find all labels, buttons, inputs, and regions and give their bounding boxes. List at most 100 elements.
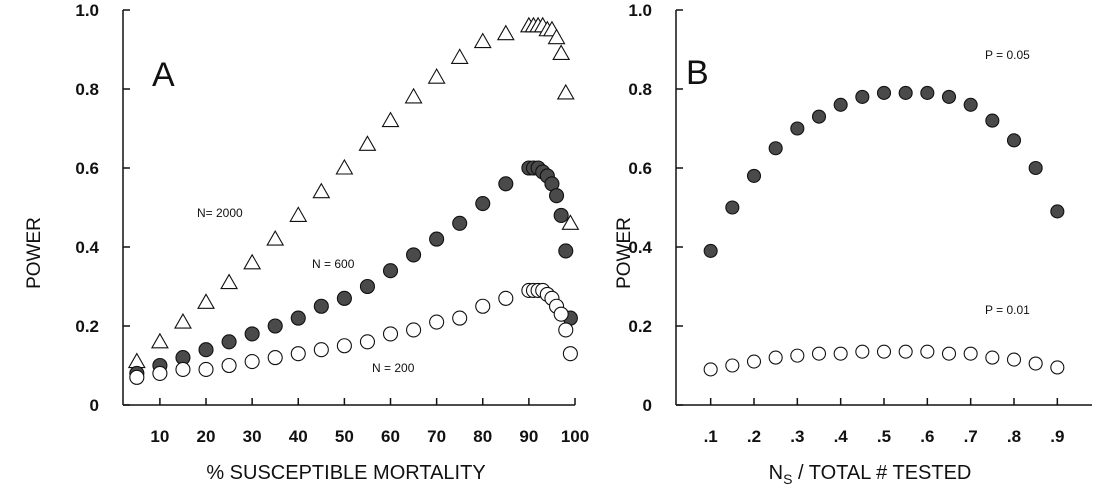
- panel-a-x-tick-label: 40: [289, 427, 308, 446]
- panel-a-y-tick-label: 0.4: [75, 238, 99, 257]
- panel-a-series-1: [127, 16, 580, 369]
- data-point-open-circle: [920, 344, 935, 359]
- data-point-filled-circle: [429, 231, 445, 247]
- data-point-filled-circle: [790, 121, 805, 136]
- data-point-open-circle: [198, 361, 214, 378]
- panel-b-y-axis-label: POWER: [614, 217, 635, 289]
- data-point-open-circle: [175, 361, 191, 378]
- data-point-filled-circle: [898, 85, 913, 100]
- data-point-open-circle: [562, 346, 578, 362]
- data-point-triangle: [561, 214, 580, 230]
- data-point-filled-circle: [359, 278, 375, 295]
- data-point-triangle: [381, 111, 400, 128]
- panel-b-y-tick-label: 0: [643, 396, 652, 415]
- data-point-filled-circle: [553, 207, 569, 223]
- panel-b-series-2: [703, 344, 1065, 377]
- data-point-filled-circle: [1028, 160, 1043, 176]
- data-point-triangle: [427, 68, 446, 84]
- data-point-filled-circle: [941, 89, 957, 104]
- data-point-open-circle: [703, 362, 718, 377]
- data-point-open-circle: [898, 344, 913, 359]
- data-point-filled-circle: [1050, 204, 1065, 219]
- data-point-open-circle: [1006, 352, 1022, 367]
- panel-b-y-tick-label: 0.6: [628, 159, 652, 178]
- panel-b-y-tick-label: 1.0: [628, 1, 652, 20]
- data-point-open-circle: [313, 342, 329, 358]
- data-point-filled-circle: [290, 310, 306, 326]
- data-point-open-circle: [290, 346, 306, 362]
- data-point-open-circle: [1028, 356, 1043, 371]
- panel-a-x-tick-label: 80: [473, 427, 492, 446]
- data-point-filled-circle: [876, 85, 892, 100]
- panel-b-series-1: [703, 85, 1065, 258]
- data-point-triangle: [335, 158, 354, 175]
- panel-a-x-tick-label: 90: [519, 427, 538, 446]
- panel-b-x-tick-label: .2: [747, 427, 761, 446]
- data-point-open-circle: [811, 346, 827, 361]
- data-point-open-circle: [1050, 360, 1065, 375]
- panel-b-x-tick-label: .9: [1050, 427, 1064, 446]
- panel-a-x-tick-label: 60: [381, 427, 400, 446]
- data-point-open-circle: [725, 358, 740, 373]
- data-point-triangle: [552, 44, 571, 61]
- data-point-triangle: [174, 312, 192, 329]
- panel-a-x-tick-label: 50: [335, 427, 354, 446]
- data-point-filled-circle: [452, 215, 468, 231]
- panel-a-y-tick-label: 0.2: [75, 317, 99, 336]
- panel-b-x-tick-label: .3: [790, 427, 804, 446]
- panel-a-y-tick-label: 0.8: [75, 80, 99, 99]
- data-point-open-circle: [382, 326, 399, 342]
- data-point-filled-circle: [833, 97, 848, 112]
- data-point-triangle: [556, 83, 575, 100]
- panel-a-annotation-n600: N = 600: [312, 257, 355, 271]
- data-point-filled-circle: [475, 196, 491, 212]
- data-point-filled-circle: [725, 200, 740, 215]
- panel-a-x-tick-label: 70: [427, 427, 446, 446]
- data-point-triangle: [243, 253, 262, 270]
- data-point-filled-circle: [963, 97, 978, 112]
- panel-a-series-3: [129, 282, 578, 385]
- data-point-filled-circle: [549, 188, 565, 204]
- panel-b-x-tick-label: .7: [964, 427, 978, 446]
- data-point-open-circle: [876, 344, 892, 359]
- panel-a-chart: A POWER % SUSCEPTIBLE MORTALITY N= 2000 …: [24, 1, 589, 484]
- data-point-open-circle: [244, 353, 260, 370]
- data-point-open-circle: [152, 365, 168, 381]
- panel-a-x-tick-label: 10: [150, 427, 169, 446]
- data-point-open-circle: [833, 346, 848, 361]
- data-point-open-circle: [855, 344, 870, 359]
- data-point-open-circle: [429, 314, 445, 330]
- data-point-open-circle: [558, 322, 574, 338]
- panel-b-label: B: [686, 54, 709, 92]
- data-point-filled-circle: [244, 326, 260, 342]
- data-point-triangle: [266, 229, 285, 246]
- panel-a-x-tick-label: 20: [197, 427, 216, 446]
- data-point-filled-circle: [382, 263, 399, 279]
- panel-a-annotation-n200: N = 200: [372, 361, 415, 375]
- data-point-filled-circle: [267, 318, 283, 334]
- data-point-open-circle: [941, 346, 957, 361]
- data-point-open-circle: [267, 350, 283, 366]
- data-point-open-circle: [768, 350, 783, 365]
- data-point-triangle: [496, 24, 515, 41]
- data-point-filled-circle: [855, 89, 870, 104]
- panel-b-chart: B POWER NS / TOTAL # TESTED P = 0.05 P =…: [614, 1, 1092, 487]
- panel-a-x-axis-label: % SUSCEPTIBLE MORTALITY: [206, 462, 485, 484]
- data-point-triangle: [220, 273, 239, 290]
- data-point-open-circle: [963, 346, 978, 361]
- data-point-open-circle: [475, 298, 491, 314]
- panel-b-x-tick-label: .8: [1007, 427, 1021, 446]
- panel-b-x-axis-label: NS / TOTAL # TESTED: [769, 462, 972, 487]
- data-point-triangle: [358, 135, 377, 151]
- data-point-filled-circle: [498, 176, 514, 192]
- data-point-filled-circle: [746, 168, 762, 183]
- data-point-open-circle: [221, 357, 237, 374]
- panel-a-y-axis-label: POWER: [24, 217, 45, 289]
- data-point-filled-circle: [313, 298, 329, 314]
- data-point-triangle: [289, 206, 308, 222]
- data-point-filled-circle: [198, 342, 214, 358]
- panel-b-x-tick-label: .6: [920, 427, 934, 446]
- panel-b-x-tick-label: .1: [704, 427, 718, 446]
- data-point-filled-circle: [406, 247, 422, 263]
